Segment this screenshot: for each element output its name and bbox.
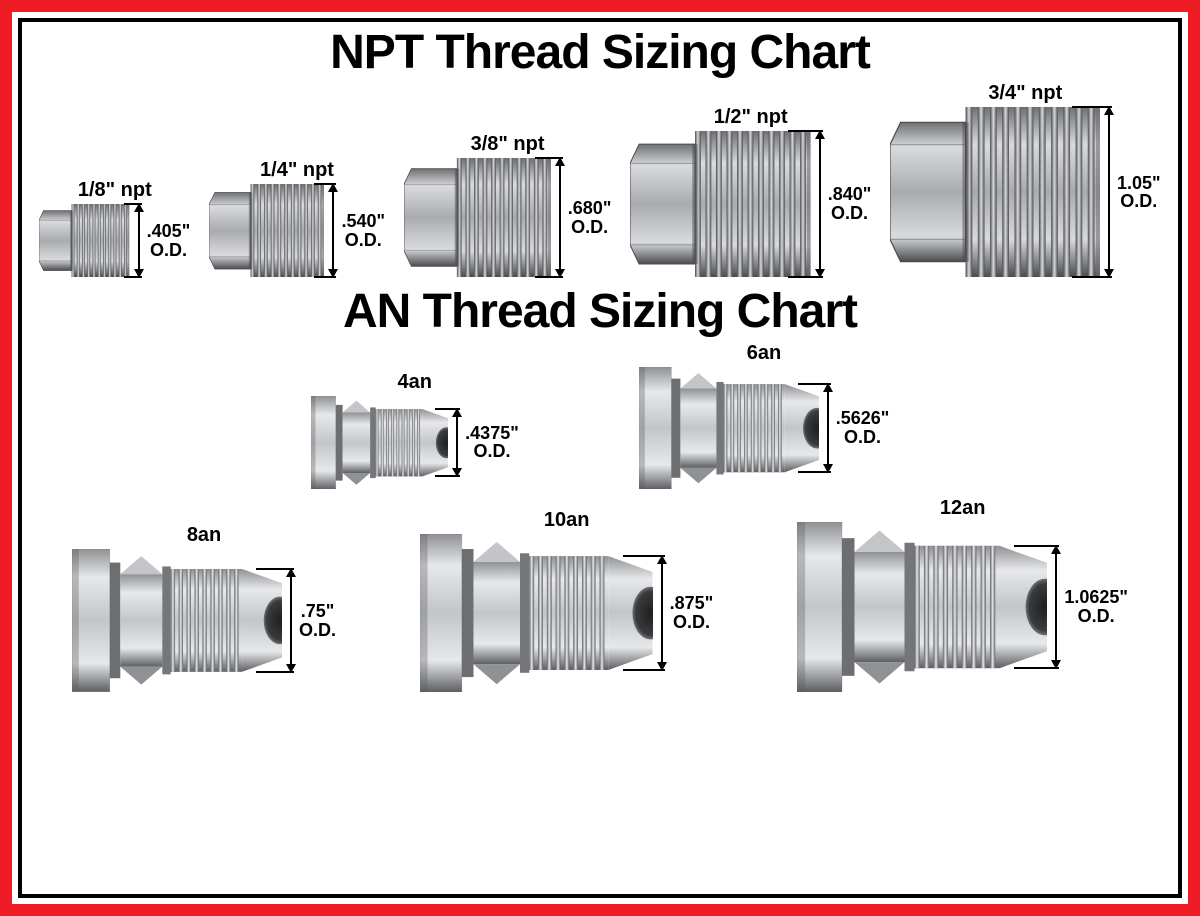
an-size-label: 10an (544, 509, 590, 532)
dimension-text: 1.05"O.D. (1117, 174, 1161, 212)
dimension-arrow-icon (1104, 107, 1114, 277)
dimension-text: .840"O.D. (828, 185, 872, 223)
dimension: 1.0625"O.D. (1051, 546, 1128, 668)
an-title: AN Thread Sizing Chart (30, 287, 1170, 337)
dimension-text: .75"O.D. (299, 602, 336, 640)
npt-size-label: 1/8" npt (78, 179, 152, 202)
chart-frame: NPT Thread Sizing Chart 1/8" npt (0, 0, 1200, 916)
an-fitting: .5626"O.D. (639, 367, 890, 489)
an-fitting: .875"O.D. (420, 534, 713, 692)
npt-section: NPT Thread Sizing Chart 1/8" npt (30, 28, 1170, 277)
an-size-label: 4an (397, 371, 431, 394)
npt-fitting: .680"O.D. (404, 158, 612, 277)
an-item: 8an (72, 524, 336, 692)
an-item: 12an (797, 497, 1128, 692)
an-item: 6an (639, 342, 890, 489)
dimension-text: .875"O.D. (670, 594, 714, 632)
an-row-1: 4an (30, 342, 1170, 489)
dimension-text: .5626"O.D. (836, 409, 890, 447)
dimension-arrow-icon (555, 158, 565, 277)
dimension: .4375"O.D. (452, 409, 519, 476)
dimension-arrow-icon (1051, 546, 1061, 668)
npt-size-label: 3/8" npt (471, 133, 545, 156)
dimension-arrow-icon (328, 184, 338, 278)
dimension: .75"O.D. (286, 569, 336, 672)
npt-item: 3/8" npt (404, 133, 612, 277)
dimension-text: .540"O.D. (341, 212, 385, 250)
npt-title: NPT Thread Sizing Chart (30, 28, 1170, 78)
npt-size-label: 1/4" npt (260, 159, 334, 182)
an-section: AN Thread Sizing Chart 4an (30, 287, 1170, 692)
dimension-arrow-icon (823, 384, 833, 472)
an-item: 4an (311, 371, 519, 490)
npt-item: 3/4" npt (890, 82, 1161, 277)
dimension: .405"O.D. (134, 204, 191, 277)
dimension: .875"O.D. (657, 556, 714, 670)
dimension: .680"O.D. (555, 158, 612, 277)
npt-size-label: 1/2" npt (714, 106, 788, 129)
dimension-arrow-icon (286, 569, 296, 672)
an-item: 10an (420, 509, 713, 692)
dimension: .540"O.D. (328, 184, 385, 278)
npt-row: 1/8" npt (30, 82, 1170, 277)
npt-fitting: 1.05"O.D. (890, 107, 1161, 277)
an-fitting: 1.0625"O.D. (797, 522, 1128, 692)
dimension-arrow-icon (657, 556, 667, 670)
npt-fitting: .840"O.D. (630, 131, 871, 277)
an-fitting: .75"O.D. (72, 549, 336, 692)
npt-size-label: 3/4" npt (988, 82, 1062, 105)
dimension-arrow-icon (815, 131, 825, 277)
dimension: .840"O.D. (815, 131, 872, 277)
dimension-text: .680"O.D. (568, 199, 612, 237)
dimension-text: .405"O.D. (147, 222, 191, 260)
dimension-arrow-icon (134, 204, 144, 277)
npt-fitting: .405"O.D. (39, 204, 190, 277)
dimension-text: 1.0625"O.D. (1064, 588, 1128, 626)
dimension: .5626"O.D. (823, 384, 890, 472)
npt-item: 1/8" npt (39, 179, 190, 277)
an-fitting: .4375"O.D. (311, 396, 519, 490)
npt-fitting: .540"O.D. (209, 184, 385, 278)
an-size-label: 6an (747, 342, 781, 365)
an-row-2: 8an (30, 497, 1170, 692)
chart-inner: NPT Thread Sizing Chart 1/8" npt (18, 18, 1182, 898)
npt-item: 1/2" npt (630, 106, 871, 277)
dimension-arrow-icon (452, 409, 462, 476)
dimension-text: .4375"O.D. (465, 424, 519, 462)
npt-item: 1/4" npt (209, 159, 385, 278)
dimension: 1.05"O.D. (1104, 107, 1161, 277)
an-size-label: 12an (940, 497, 986, 520)
an-size-label: 8an (187, 524, 221, 547)
